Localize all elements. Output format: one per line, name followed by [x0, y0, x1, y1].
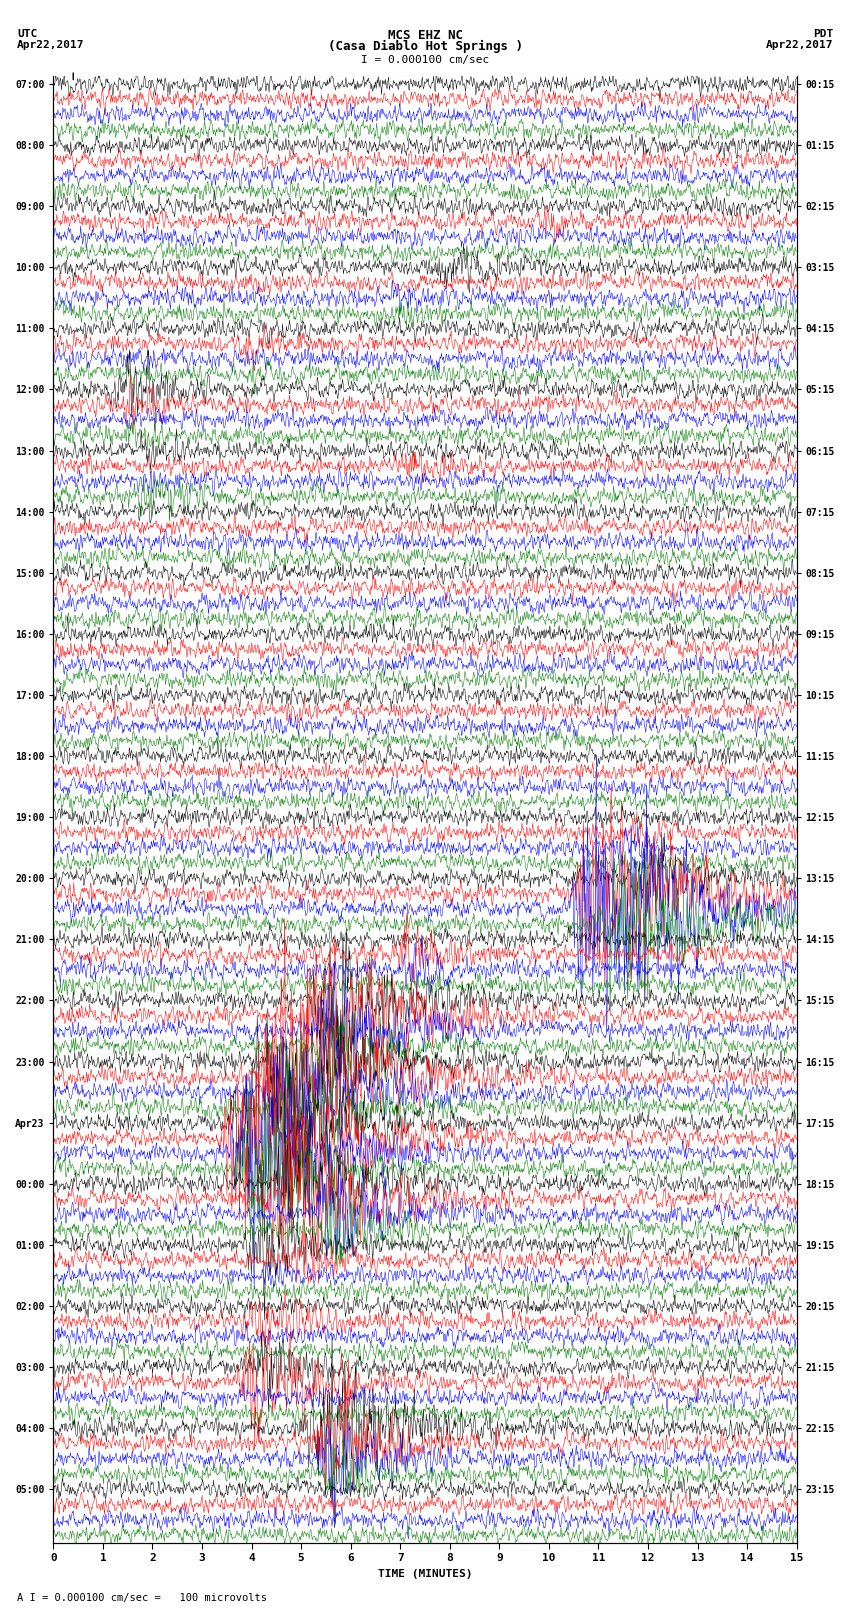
- Text: Apr22,2017: Apr22,2017: [17, 40, 84, 50]
- Text: PDT: PDT: [813, 29, 833, 39]
- Text: (Casa Diablo Hot Springs ): (Casa Diablo Hot Springs ): [327, 40, 523, 53]
- X-axis label: TIME (MINUTES): TIME (MINUTES): [377, 1569, 473, 1579]
- Text: MCS EHZ NC: MCS EHZ NC: [388, 29, 462, 42]
- Text: UTC: UTC: [17, 29, 37, 39]
- Text: A I = 0.000100 cm/sec =   100 microvolts: A I = 0.000100 cm/sec = 100 microvolts: [17, 1594, 267, 1603]
- Text: Apr22,2017: Apr22,2017: [766, 40, 833, 50]
- Text: I = 0.000100 cm/sec: I = 0.000100 cm/sec: [361, 55, 489, 65]
